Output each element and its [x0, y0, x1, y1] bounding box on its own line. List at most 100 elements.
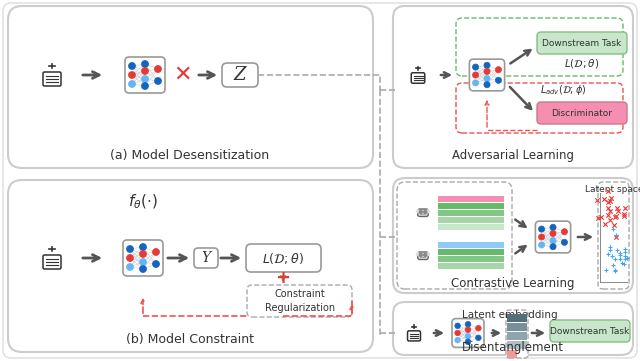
- Circle shape: [46, 247, 58, 259]
- Circle shape: [129, 81, 136, 87]
- FancyBboxPatch shape: [393, 178, 633, 293]
- Point: [615, 250, 625, 256]
- Bar: [507, 323, 527, 331]
- Circle shape: [472, 72, 479, 78]
- Point: [605, 244, 616, 250]
- Circle shape: [495, 67, 502, 73]
- Text: Constraint
Regularization: Constraint Regularization: [265, 290, 335, 313]
- Circle shape: [465, 327, 471, 332]
- Circle shape: [427, 210, 429, 213]
- Point: [620, 246, 630, 252]
- Bar: [438, 263, 504, 269]
- Bar: [507, 350, 517, 358]
- FancyBboxPatch shape: [418, 209, 428, 217]
- Text: Latent embedding: Latent embedding: [462, 310, 558, 320]
- Text: (a) Model Desensitization: (a) Model Desensitization: [111, 148, 269, 161]
- Circle shape: [465, 339, 471, 345]
- Circle shape: [45, 58, 58, 71]
- Point: [611, 234, 621, 240]
- Circle shape: [405, 324, 413, 331]
- Point: [603, 199, 613, 205]
- Circle shape: [54, 245, 64, 255]
- Text: Z: Z: [234, 66, 246, 84]
- Circle shape: [416, 253, 419, 256]
- FancyBboxPatch shape: [536, 221, 571, 253]
- Text: Y: Y: [202, 251, 211, 265]
- Circle shape: [550, 244, 556, 250]
- Point: [620, 205, 630, 211]
- Point: [612, 205, 622, 211]
- Point: [603, 212, 613, 218]
- Point: [609, 222, 619, 228]
- Point: [599, 196, 609, 202]
- Bar: [438, 196, 504, 202]
- FancyBboxPatch shape: [452, 319, 484, 347]
- Point: [615, 256, 625, 261]
- Point: [591, 197, 602, 203]
- Circle shape: [410, 321, 419, 330]
- Circle shape: [141, 61, 148, 68]
- Point: [612, 247, 622, 253]
- Circle shape: [465, 321, 471, 327]
- Point: [613, 209, 623, 214]
- Circle shape: [420, 261, 426, 268]
- Point: [605, 209, 615, 214]
- Point: [602, 188, 612, 194]
- Circle shape: [472, 80, 479, 86]
- Circle shape: [419, 210, 422, 213]
- Point: [620, 249, 630, 255]
- Bar: [507, 341, 527, 349]
- Bar: [438, 256, 504, 262]
- Point: [620, 256, 630, 261]
- FancyBboxPatch shape: [418, 252, 428, 260]
- Bar: [438, 217, 504, 223]
- Circle shape: [127, 245, 134, 252]
- Circle shape: [455, 338, 460, 343]
- FancyBboxPatch shape: [247, 285, 352, 317]
- FancyBboxPatch shape: [43, 72, 61, 86]
- Text: Downstream Task: Downstream Task: [550, 326, 630, 335]
- Circle shape: [140, 258, 147, 265]
- Bar: [507, 314, 527, 322]
- Point: [608, 226, 618, 232]
- FancyBboxPatch shape: [3, 3, 637, 358]
- Circle shape: [550, 224, 556, 230]
- Circle shape: [45, 242, 58, 255]
- Circle shape: [140, 251, 147, 257]
- Text: $L(\mathcal{D};\theta)$: $L(\mathcal{D};\theta)$: [564, 57, 600, 70]
- Point: [603, 205, 613, 211]
- Circle shape: [410, 325, 419, 334]
- Point: [617, 260, 627, 266]
- Circle shape: [455, 330, 460, 336]
- Circle shape: [141, 68, 148, 74]
- Circle shape: [538, 242, 545, 248]
- Text: Contrastive Learning: Contrastive Learning: [451, 278, 575, 291]
- Circle shape: [154, 65, 161, 73]
- FancyBboxPatch shape: [222, 63, 258, 87]
- Text: $f_\theta(\cdot)$: $f_\theta(\cdot)$: [128, 193, 158, 211]
- FancyBboxPatch shape: [125, 57, 165, 93]
- Circle shape: [484, 82, 490, 88]
- FancyBboxPatch shape: [550, 320, 630, 342]
- Point: [610, 268, 620, 274]
- Circle shape: [415, 324, 422, 331]
- Point: [600, 268, 611, 273]
- Circle shape: [140, 265, 147, 273]
- Point: [609, 267, 620, 273]
- Text: Disentanglement: Disentanglement: [462, 342, 564, 355]
- FancyBboxPatch shape: [506, 310, 528, 358]
- Point: [606, 195, 616, 201]
- Text: (b) Model Constraint: (b) Model Constraint: [126, 334, 254, 347]
- Point: [610, 256, 620, 261]
- Circle shape: [416, 218, 422, 224]
- Text: Downstream Task: Downstream Task: [542, 39, 621, 48]
- Point: [619, 261, 629, 267]
- Point: [620, 253, 630, 259]
- Point: [605, 198, 615, 204]
- Bar: [420, 257, 426, 258]
- Point: [607, 253, 617, 259]
- Point: [619, 213, 629, 219]
- Bar: [438, 203, 504, 209]
- Text: ✕: ✕: [173, 65, 191, 85]
- Bar: [420, 214, 426, 216]
